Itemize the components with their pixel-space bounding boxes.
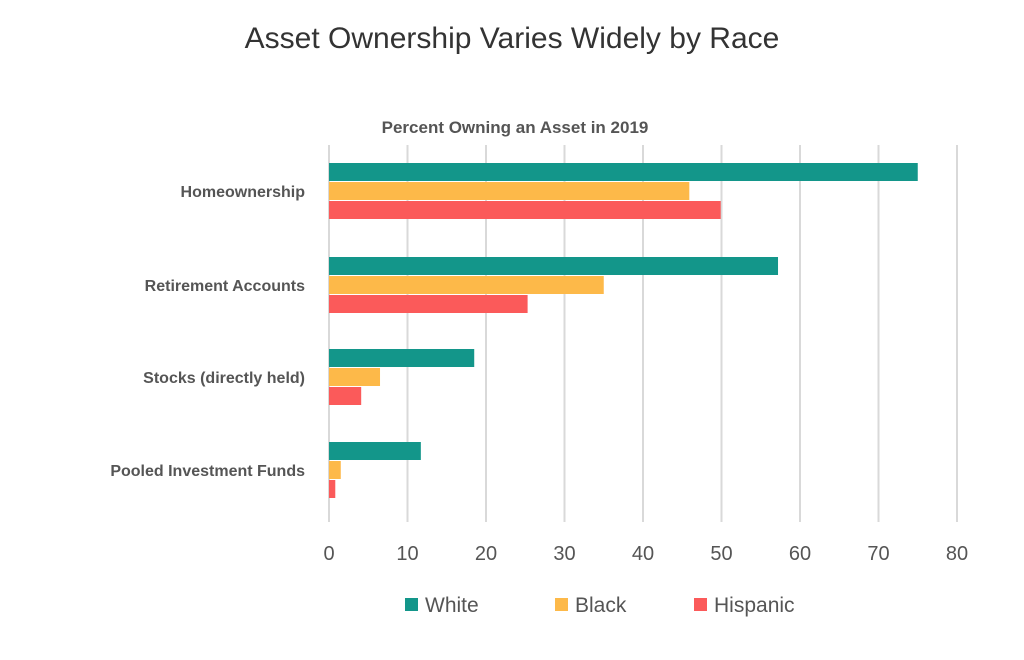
x-tick-label: 10 [396,543,418,565]
bar-white [329,442,421,460]
category-label: Pooled Investment Funds [110,463,305,480]
x-tick-label: 70 [867,543,889,565]
category-label: Stocks (directly held) [143,370,305,387]
bar-hispanic [329,201,721,219]
bar-hispanic [329,480,336,498]
bar-white [329,163,918,181]
x-tick-label: 40 [632,543,654,565]
legend-swatch-black [555,598,568,611]
figure-title: Asset Ownership Varies Widely by Race [244,22,780,55]
bar-black [329,276,604,294]
legend-swatch-white [405,598,418,611]
bar-hispanic [329,387,362,405]
bar-white [329,257,779,275]
x-tick-label: 0 [323,543,334,565]
x-tick-label: 60 [789,543,811,565]
x-tick-label: 20 [475,543,497,565]
bar-black [329,368,381,386]
category-label: Homeownership [181,184,306,201]
bar-hispanic [329,295,528,313]
legend-label: White [425,594,479,617]
x-tick-label: 50 [710,543,732,565]
bar-black [329,461,341,479]
legend-label: Hispanic [714,594,795,617]
bar-black [329,182,690,200]
x-tick-label: 80 [946,543,968,565]
legend-swatch-hispanic [694,598,707,611]
bar-white [329,349,475,367]
category-label: Retirement Accounts [145,278,305,295]
legend-label: Black [575,594,627,617]
x-tick-label: 30 [553,543,575,565]
chart-subtitle: Percent Owning an Asset in 2019 [382,118,649,137]
